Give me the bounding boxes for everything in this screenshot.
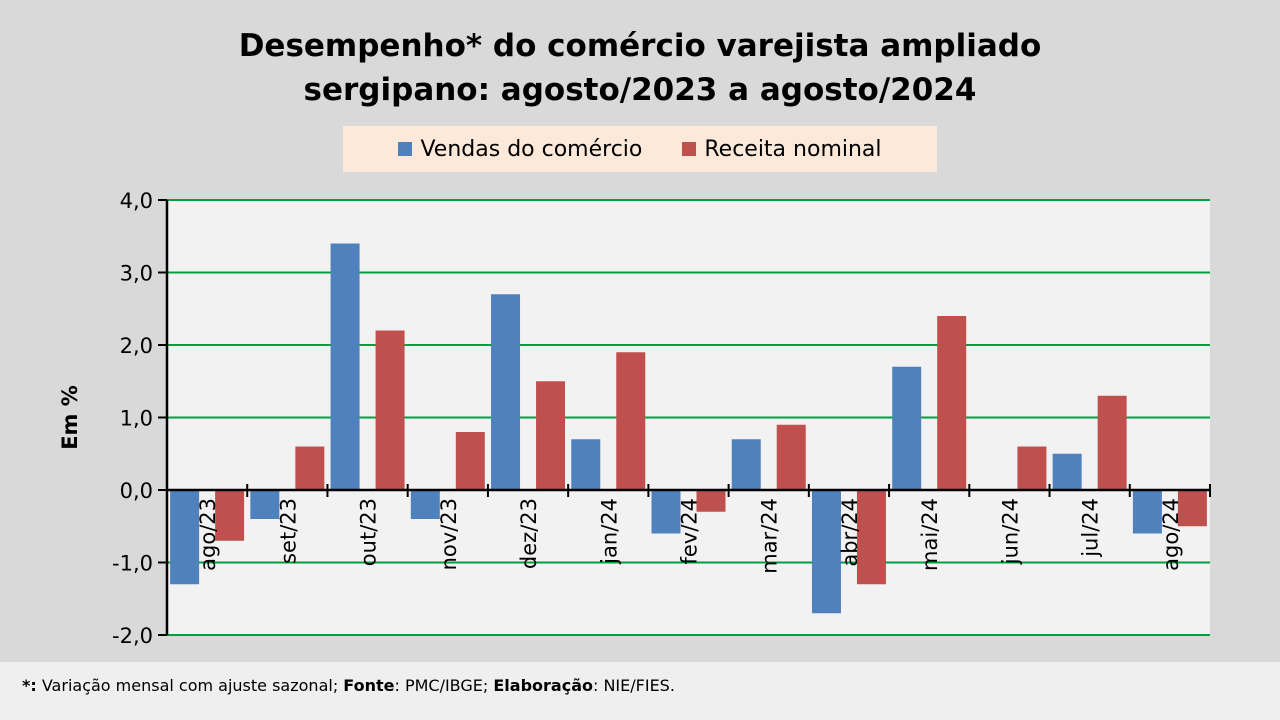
bar-vendas bbox=[330, 243, 360, 490]
legend-label-receita: Receita nominal bbox=[704, 136, 882, 162]
x-tick-label: ago/24 bbox=[1159, 498, 1183, 571]
x-tick-label: nov/23 bbox=[437, 498, 461, 570]
y-tick-label: -1,0 bbox=[112, 552, 153, 576]
legend-item-receita: Receita nominal bbox=[682, 136, 882, 162]
bar-receita bbox=[1177, 490, 1207, 527]
bar-vendas bbox=[651, 490, 681, 534]
y-tick-label: 4,0 bbox=[120, 189, 153, 213]
y-tick-label: 0,0 bbox=[120, 479, 153, 503]
y-axis-label: Em % bbox=[58, 385, 82, 450]
legend-label-vendas: Vendas do comércio bbox=[420, 136, 643, 162]
x-tick-label: set/23 bbox=[276, 498, 300, 564]
bar-vendas bbox=[170, 490, 200, 585]
legend: Vendas do comércio Receita nominal bbox=[343, 126, 937, 172]
footer-text: Variação mensal com ajuste sazonal; bbox=[36, 676, 344, 695]
bar-vendas bbox=[571, 439, 601, 490]
bar-receita bbox=[1017, 446, 1047, 490]
title-line-2: sergipano: agosto/2023 a agosto/2024 bbox=[303, 72, 977, 108]
footer-star: *: bbox=[22, 676, 37, 695]
y-tick-label: 1,0 bbox=[120, 407, 153, 431]
legend-swatch-vendas bbox=[398, 142, 413, 156]
bar-receita bbox=[856, 490, 886, 585]
x-tick-label: ago/23 bbox=[196, 498, 220, 571]
bar-vendas bbox=[491, 294, 521, 490]
bar-vendas bbox=[1052, 453, 1082, 490]
y-tick-label: 2,0 bbox=[120, 334, 153, 358]
y-tick-label: 3,0 bbox=[120, 262, 153, 286]
bar-receita bbox=[776, 424, 806, 490]
bar-vendas bbox=[892, 366, 922, 490]
bar-receita bbox=[455, 432, 485, 490]
title-line-1: Desempenho* do comércio varejista amplia… bbox=[238, 28, 1042, 64]
x-tick-label: mai/24 bbox=[918, 498, 942, 571]
legend-item-vendas: Vendas do comércio bbox=[398, 137, 642, 162]
bar-receita bbox=[295, 446, 325, 490]
bar-receita bbox=[375, 330, 405, 490]
bar-vendas bbox=[1132, 490, 1162, 534]
x-tick-label: fev/24 bbox=[678, 498, 702, 565]
x-tick-label: out/23 bbox=[357, 498, 381, 566]
bar-vendas bbox=[250, 490, 280, 519]
bar-receita bbox=[536, 381, 566, 490]
footer-elab-value: : NIE/FIES. bbox=[592, 676, 675, 695]
x-tick-label: mar/24 bbox=[758, 498, 782, 574]
x-tick-label: jul/24 bbox=[1079, 498, 1103, 558]
bar-vendas bbox=[731, 439, 761, 490]
bar-receita bbox=[215, 490, 245, 541]
chart-title: Desempenho* do comércio varejista amplia… bbox=[0, 24, 1280, 112]
legend-swatch-receita bbox=[682, 142, 697, 156]
footer-elab-label: Elaboração bbox=[493, 676, 593, 695]
bar-receita bbox=[937, 316, 967, 490]
y-tick-label: -2,0 bbox=[112, 624, 153, 648]
x-tick-label: dez/23 bbox=[517, 498, 541, 569]
bar-receita bbox=[616, 352, 646, 490]
footer-note: *: Variação mensal com ajuste sazonal; F… bbox=[0, 662, 1280, 720]
bar-receita bbox=[696, 490, 726, 512]
x-tick-label: abr/24 bbox=[838, 498, 862, 567]
x-tick-label: jan/24 bbox=[597, 498, 621, 565]
footer-fonte-label: Fonte bbox=[343, 676, 395, 695]
footer-fonte-value: : PMC/IBGE; bbox=[394, 676, 494, 695]
bar-vendas bbox=[811, 490, 841, 614]
x-tick-label: jun/24 bbox=[998, 498, 1022, 565]
bar-receita bbox=[1097, 395, 1127, 490]
bar-vendas bbox=[410, 490, 440, 519]
